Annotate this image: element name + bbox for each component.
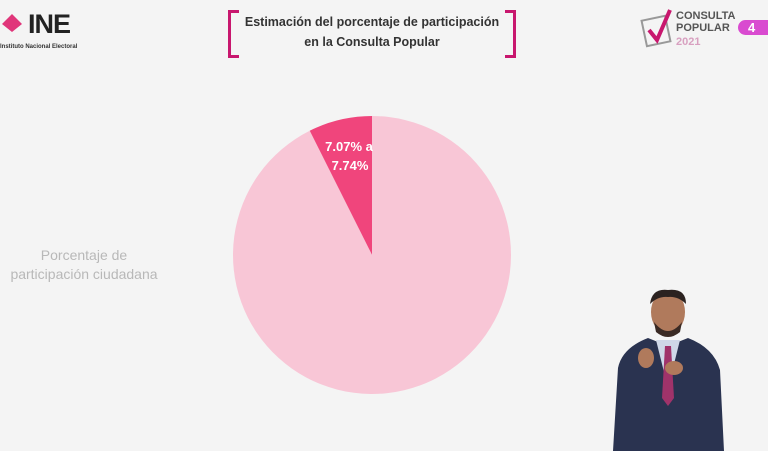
checkbox-check-icon bbox=[640, 9, 672, 48]
consulta-popular-logo: CONSULTA POPULAR 2021 4 bbox=[640, 8, 768, 56]
bracket-right bbox=[505, 10, 516, 58]
side-label-line-2: participación ciudadana bbox=[10, 266, 158, 282]
slice-label-line-2: 7.74% bbox=[332, 158, 369, 173]
ine-logo: INE Instituto Nacional Electoral bbox=[0, 10, 77, 50]
year: 2021 bbox=[676, 36, 701, 48]
logo-text: INE bbox=[28, 9, 71, 39]
side-label: Porcentaje de participación ciudadana bbox=[0, 246, 170, 284]
pie-slice-0 bbox=[309, 116, 372, 255]
pie-slice-1 bbox=[233, 116, 512, 395]
title-line-1: Estimación del porcentaje de participaci… bbox=[244, 15, 500, 29]
title-line-2: en la Consulta Popular bbox=[304, 35, 440, 49]
slice-label-line-1: 7.07% a bbox=[325, 139, 373, 154]
ine-emblem-icon bbox=[2, 14, 22, 32]
side-label-line-1: Porcentaje de bbox=[40, 247, 128, 263]
sign-language-interpreter bbox=[613, 289, 724, 451]
channel-badge: 4 bbox=[738, 20, 768, 35]
consulta-popular-text: CONSULTA POPULAR bbox=[676, 10, 736, 34]
logo-subtitle: Instituto Nacional Electoral bbox=[0, 44, 78, 50]
page-title: Estimación del porcentaje de participaci… bbox=[228, 10, 516, 54]
bracket-left bbox=[228, 10, 239, 58]
